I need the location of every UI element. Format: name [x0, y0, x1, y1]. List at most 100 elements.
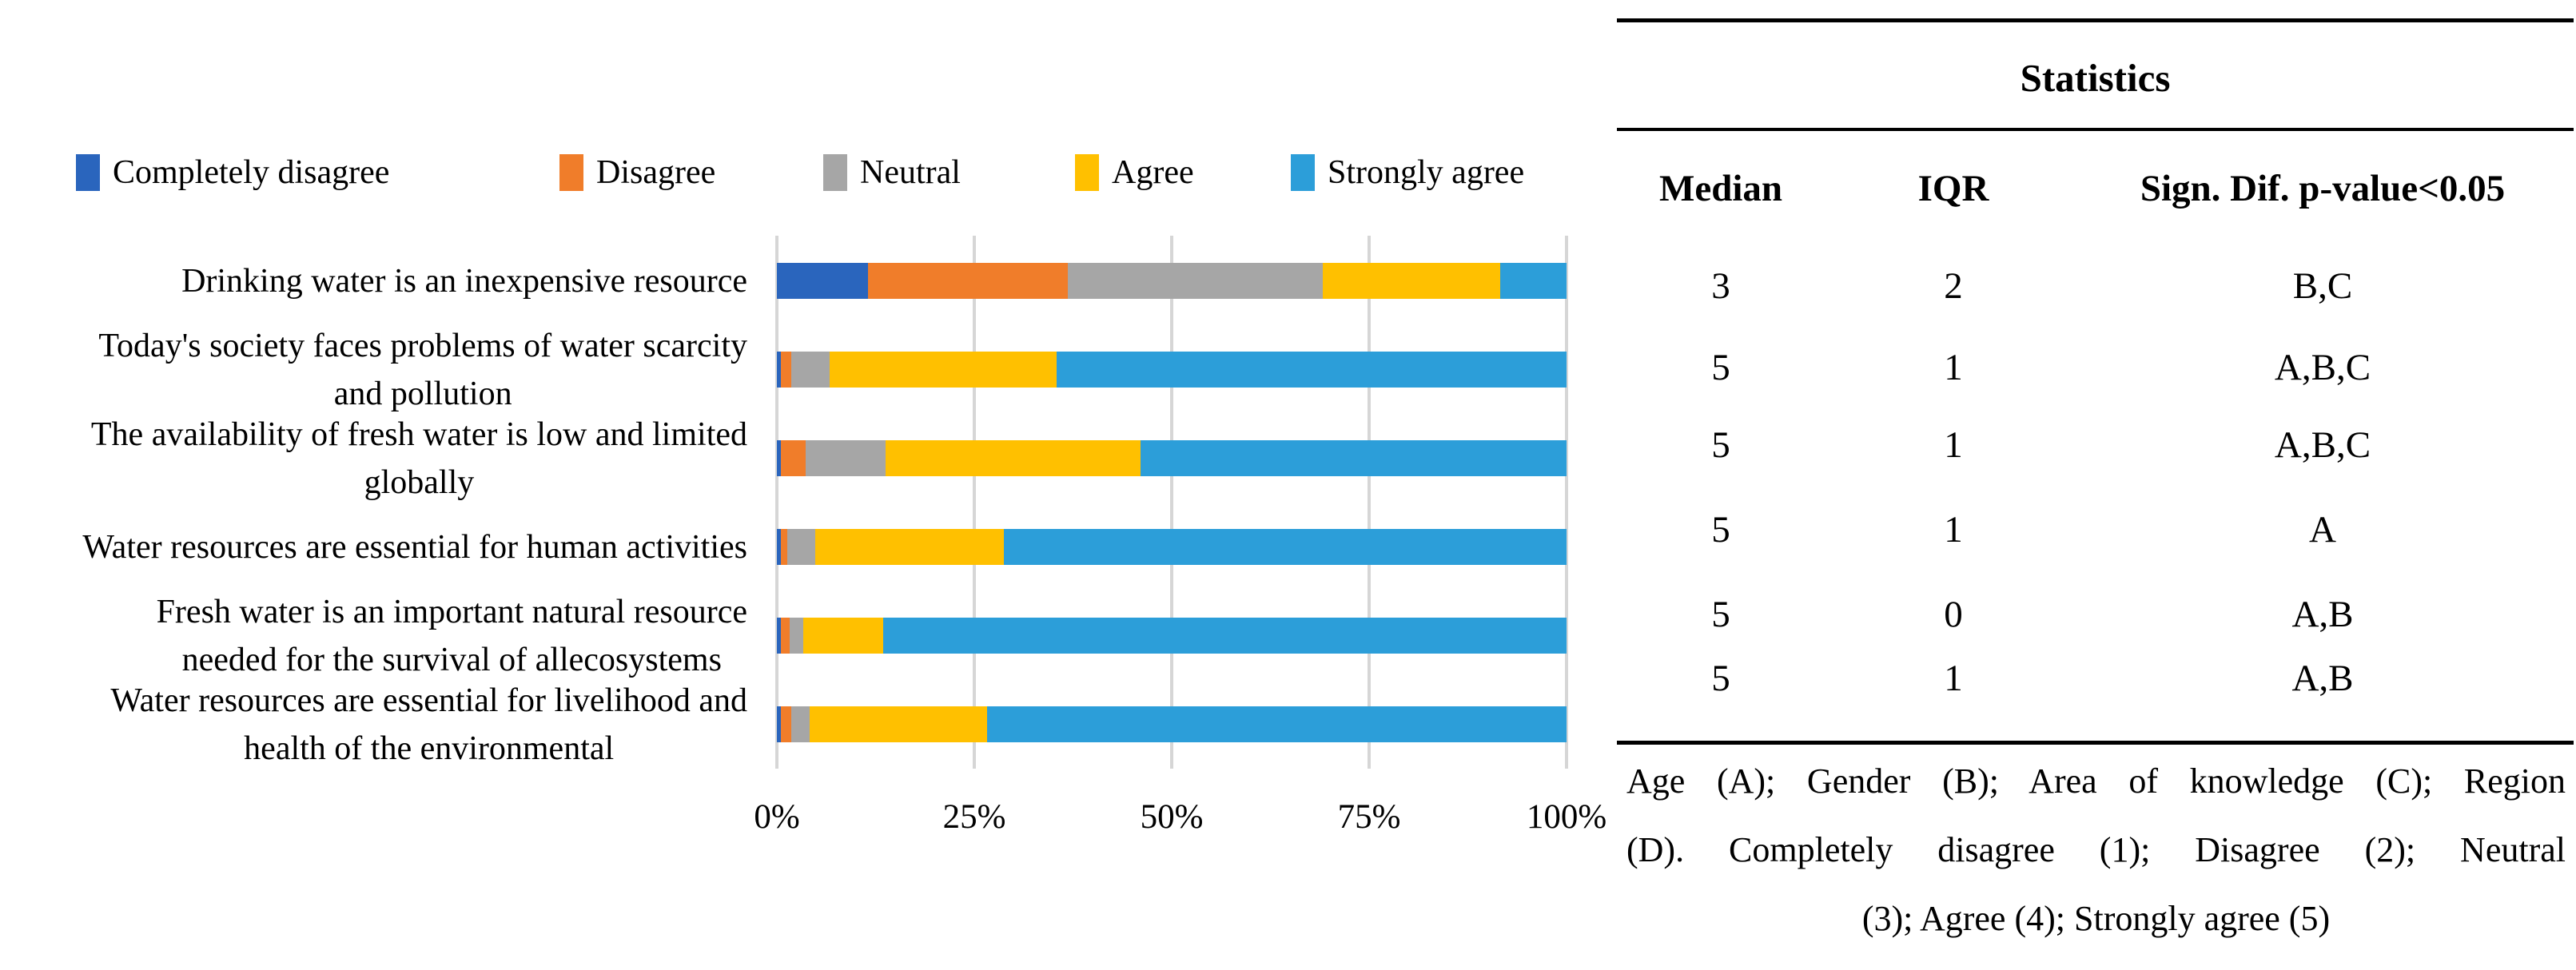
category-label: Water resources are essential for liveli…: [12, 677, 747, 773]
category-label: Fresh water is an important natural reso…: [12, 588, 747, 684]
table-cell: 5: [1711, 658, 1730, 699]
bar-segment-completely-disagree: [777, 440, 781, 476]
table-cell: 5: [1711, 347, 1730, 388]
table-header-rule: [1617, 128, 2574, 131]
bar-segment-completely-disagree: [777, 352, 781, 388]
legend-label: Neutral: [860, 154, 961, 191]
column-header-median: Median: [1658, 168, 1783, 209]
legend-swatch-icon: [559, 154, 583, 191]
x-axis-tick-label: 100%: [1526, 798, 1607, 836]
column-header-sign-dif: Sign. Dif. p-value<0.05: [2140, 168, 2506, 209]
table-top-rule: [1617, 18, 2574, 22]
table-cell: 5: [1711, 594, 1730, 635]
category-label-text: Today's society faces problems of water …: [98, 327, 747, 412]
gridline: [1368, 236, 1371, 769]
table-cell: 1: [1944, 424, 1963, 466]
x-axis-tick-label: 0%: [754, 798, 800, 836]
chart-row: Drinking water is an inexpensive resourc…: [0, 263, 1607, 300]
category-label: The availability of fresh water is low a…: [12, 411, 747, 507]
legend-item: Completely disagree: [76, 152, 389, 193]
table-cell: A,B: [2291, 658, 2354, 699]
category-label: Water resources are essential for human …: [12, 523, 747, 571]
bar-segment-agree: [815, 529, 1004, 565]
legend-item: Disagree: [559, 152, 715, 193]
bar-segment-disagree: [867, 263, 1068, 299]
table-cell: 1: [1944, 658, 1963, 699]
bar-segment-strongly-agree: [1003, 529, 1567, 565]
bar-segment-disagree: [780, 618, 790, 654]
bar-segment-strongly-agree: [883, 618, 1567, 654]
stacked-bar: [777, 618, 1567, 654]
x-axis-tick-label: 50%: [1140, 798, 1204, 836]
bar-segment-neutral: [805, 440, 886, 476]
bar-segment-agree: [830, 352, 1057, 388]
category-label-text: Water resources are essential for human …: [82, 528, 747, 566]
bar-segment-strongly-agree: [986, 706, 1567, 742]
footnote-line: Age (A); Gender (B); Area of knowledge (…: [1626, 761, 2566, 801]
table-row: 5 1 A: [1608, 507, 2572, 552]
bar-segment-neutral: [1067, 263, 1323, 299]
stacked-bar: [777, 263, 1567, 299]
table-row: 3 2 B,C: [1608, 264, 2572, 308]
footnote-line: (3); Agree (4); Strongly agree (5): [1861, 899, 2331, 938]
legend-label: Agree: [1112, 154, 1194, 191]
legend-label: Strongly agree: [1328, 154, 1525, 191]
footnote-line: (D). Completely disagree (1); Disagree (…: [1626, 830, 2566, 869]
legend-item: Agree: [1075, 152, 1194, 193]
table-cell: A,B,C: [2274, 424, 2371, 466]
table-footnote: Age (A); Gender (B); Area of knowledge (…: [1626, 747, 2566, 953]
table-bottom-rule: [1617, 741, 2574, 745]
bar-segment-neutral: [789, 618, 803, 654]
chart-row: Water resources are essential for liveli…: [0, 682, 1607, 767]
legend-label: Disagree: [596, 154, 716, 191]
bar-segment-agree: [1322, 263, 1500, 299]
legend-item: Neutral: [823, 152, 961, 193]
bar-segment-agree: [809, 706, 987, 742]
chart-row: Fresh water is an important natural reso…: [0, 594, 1607, 678]
bar-segment-disagree: [780, 529, 787, 565]
bar-segment-completely-disagree: [777, 618, 781, 654]
legend-label: Completely disagree: [113, 154, 390, 191]
legend-item: Strongly agree: [1291, 152, 1524, 193]
bar-segment-completely-disagree: [777, 263, 868, 299]
chart-row: The availability of fresh water is low a…: [0, 416, 1607, 501]
bar-segment-strongly-agree: [1141, 440, 1567, 476]
table-cell: A,B,C: [2274, 347, 2371, 388]
bar-segment-strongly-agree: [1056, 352, 1567, 388]
category-label: Drinking water is an inexpensive resourc…: [12, 257, 747, 305]
legend-swatch-icon: [76, 154, 100, 191]
bar-segment-completely-disagree: [777, 706, 781, 742]
bar-segment-strongly-agree: [1499, 263, 1567, 299]
table-cell: 5: [1711, 424, 1730, 466]
bar-segment-neutral: [790, 706, 810, 742]
legend-swatch-icon: [1075, 154, 1099, 191]
table-cell: 1: [1944, 347, 1963, 388]
legend-swatch-icon: [1291, 154, 1315, 191]
stacked-bar: [777, 706, 1567, 742]
bar-segment-agree: [802, 618, 884, 654]
category-label-text: Water resources are essential for liveli…: [110, 682, 747, 767]
bar-segment-agree: [886, 440, 1141, 476]
table-cell: 3: [1711, 265, 1730, 307]
legend-swatch-icon: [823, 154, 847, 191]
table-row: 5 0 A,B: [1608, 592, 2572, 637]
x-axis-tick-label: 75%: [1337, 798, 1401, 836]
bar-segment-disagree: [780, 440, 806, 476]
stacked-bar: [777, 440, 1567, 476]
table-cell: A: [2309, 509, 2336, 551]
category-label-text: Fresh water is an important natural reso…: [156, 593, 747, 678]
gridline: [973, 236, 976, 769]
column-header-iqr: IQR: [1917, 168, 1989, 209]
category-label-text: The availability of fresh water is low a…: [90, 415, 747, 501]
bar-segment-disagree: [780, 706, 791, 742]
bar-segment-disagree: [780, 352, 791, 388]
table-title: Statistics: [2020, 56, 2171, 100]
table-header-row: Median IQR Sign. Dif. p-value<0.05: [1608, 166, 2572, 211]
table-cell: 2: [1944, 265, 1963, 307]
table-row: 5 1 A,B,C: [1608, 423, 2572, 467]
gridline: [1565, 236, 1568, 769]
category-label: Today's society faces problems of water …: [12, 322, 747, 418]
bar-segment-neutral: [786, 529, 816, 565]
stacked-bar: [777, 352, 1567, 388]
